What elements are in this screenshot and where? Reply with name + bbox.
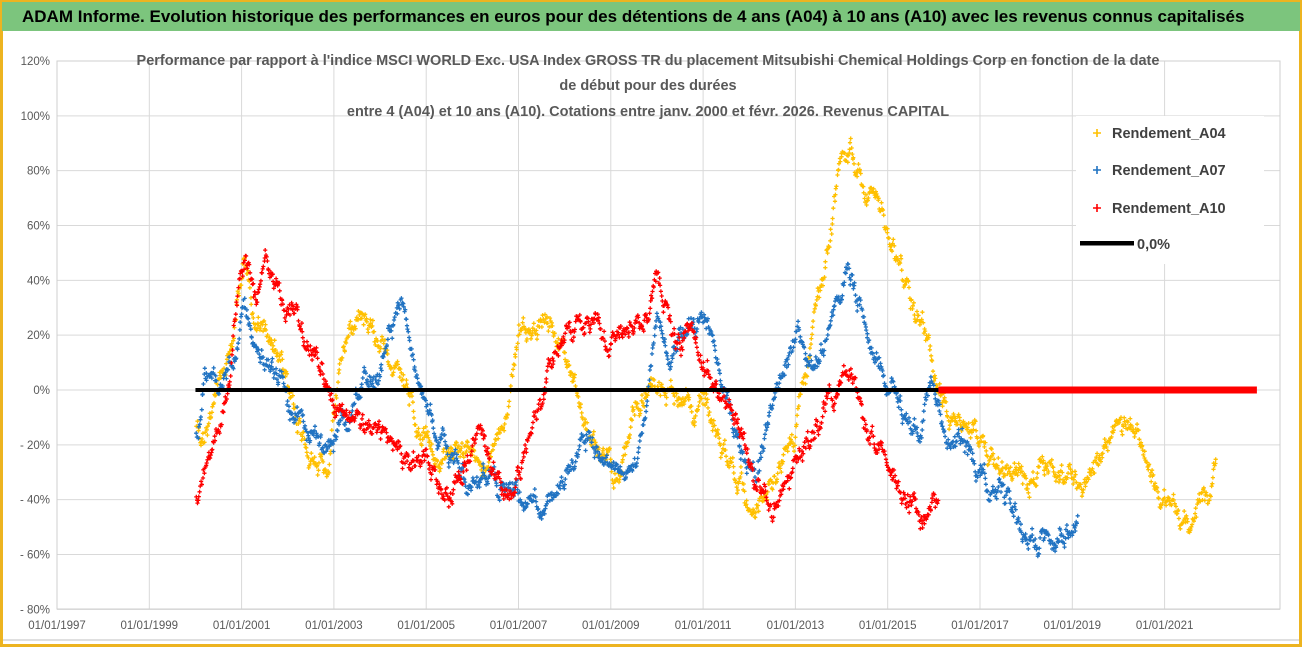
grid-layer — [0, 60, 1302, 641]
x-axis-tick-label: 01/01/2001 — [213, 620, 271, 632]
y-axis-tick-label: 60% — [27, 220, 50, 232]
x-axis-tick-label: 01/01/1997 — [28, 620, 86, 632]
legend-label-a07: Rendement_A07 — [1112, 163, 1226, 179]
chart-title-line-2: de début pour des durées — [559, 78, 736, 94]
axis-labels: 120% 100% 80% 60% 40% 20% 0% - 20% - 40% - 60% - 8… — [20, 56, 1193, 632]
chart-title-line-3: entre 4 (A04) et 10 ans (A10). Cotations… — [347, 104, 949, 120]
legend-label-zero: 0,0% — [1137, 237, 1170, 253]
page-title: ADAM Informe. Evolution historique des p… — [22, 6, 1245, 26]
legend-label-a04: Rendement_A04 — [1112, 126, 1226, 142]
x-axis-tick-label: 01/01/1999 — [121, 620, 179, 632]
y-axis-tick-label: - 60% — [20, 550, 50, 562]
x-axis-tick-label: 01/01/2007 — [490, 620, 548, 632]
x-axis-tick-label: 01/01/2021 — [1136, 620, 1194, 632]
y-axis-tick-label: 20% — [27, 330, 50, 342]
x-axis-tick-label: 01/01/2013 — [767, 620, 825, 632]
series-rendement_a07 — [194, 261, 1080, 559]
x-axis-tick-label: 01/01/2019 — [1044, 620, 1102, 632]
legend-marker-zero-line — [1080, 241, 1134, 246]
x-axis-tick-label: 01/01/2011 — [675, 620, 732, 632]
y-axis-tick-label: - 40% — [20, 495, 50, 507]
x-axis-tick-label: 01/01/2005 — [397, 620, 455, 632]
legend-marker-plus-a10 — [1093, 204, 1101, 212]
y-axis-tick-label: 0% — [33, 385, 50, 397]
chart-legend: Rendement_A04 Rendement_A07 Rendement_A1… — [1076, 116, 1264, 264]
x-axis-tick-label: 01/01/2015 — [859, 620, 917, 632]
y-axis-tick-label: 120% — [21, 56, 50, 68]
plot-border — [56, 60, 1281, 610]
chart-title-line-1: Performance par rapport à l'indice MSCI … — [137, 53, 1160, 69]
x-axis-tick-label: 01/01/2009 — [582, 620, 640, 632]
series-rendement_a04 — [194, 136, 1218, 535]
y-axis-tick-label: 100% — [21, 111, 50, 123]
x-axis-tick-label: 01/01/2003 — [305, 620, 363, 632]
legend-marker-plus-a04 — [1093, 129, 1101, 137]
y-axis-tick-label: 40% — [27, 275, 50, 287]
header-bar: ADAM Informe. Evolution historique des p… — [2, 2, 1300, 31]
legend-label-a10: Rendement_A10 — [1112, 201, 1226, 217]
legend-background — [1076, 116, 1264, 264]
y-axis-tick-label: - 80% — [20, 604, 50, 616]
legend-marker-plus-a07 — [1093, 166, 1101, 174]
y-axis-tick-label: 80% — [27, 166, 50, 178]
series-layer — [194, 136, 1218, 559]
y-axis-tick-label: - 20% — [20, 440, 50, 452]
x-axis-tick-label: 01/01/2017 — [951, 620, 1009, 632]
